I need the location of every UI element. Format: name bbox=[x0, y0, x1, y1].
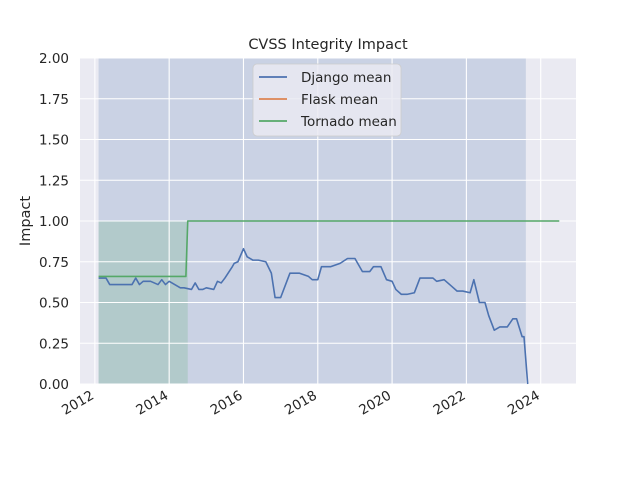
x-tick-label: 2018 bbox=[282, 388, 320, 419]
legend-frame bbox=[252, 63, 402, 137]
legend-label-1: Flask mean bbox=[301, 92, 378, 108]
x-tick-label: 2022 bbox=[431, 388, 469, 419]
y-tick-label: 1.75 bbox=[39, 92, 69, 108]
series-line-2 bbox=[98, 220, 560, 278]
chart-title: CVSS Integrity Impact bbox=[248, 37, 408, 53]
series-lines bbox=[98, 220, 560, 385]
series-line-0 bbox=[98, 247, 529, 385]
y-tick-label: 2.00 bbox=[39, 51, 69, 67]
y-tick-label: 0.25 bbox=[39, 336, 69, 352]
x-tick-labels: 2012 2014 2016 2018 2020 2022 2024 bbox=[59, 388, 543, 419]
y-tick-label: 0.00 bbox=[39, 377, 69, 393]
legend: Django mean Flask mean Tornado mean bbox=[252, 63, 402, 137]
y-tick-label: 0.50 bbox=[39, 296, 69, 312]
y-tick-label: 1.00 bbox=[39, 214, 69, 230]
x-tick-label: 2024 bbox=[505, 388, 543, 419]
y-axis-label: Impact bbox=[18, 196, 34, 246]
y-tick-label: 0.75 bbox=[39, 255, 69, 271]
legend-label-2: Tornado mean bbox=[300, 114, 397, 130]
x-tick-label: 2020 bbox=[356, 388, 394, 419]
x-tick-label: 2014 bbox=[133, 388, 171, 419]
x-tick-label: 2016 bbox=[208, 388, 246, 419]
y-tick-label: 1.50 bbox=[39, 133, 69, 149]
y-tick-label: 1.25 bbox=[39, 173, 69, 189]
y-tick-labels: 0.00 0.25 0.50 0.75 1.00 1.25 1.50 1.75 2.00 bbox=[39, 51, 69, 393]
legend-label-0: Django mean bbox=[301, 70, 391, 86]
